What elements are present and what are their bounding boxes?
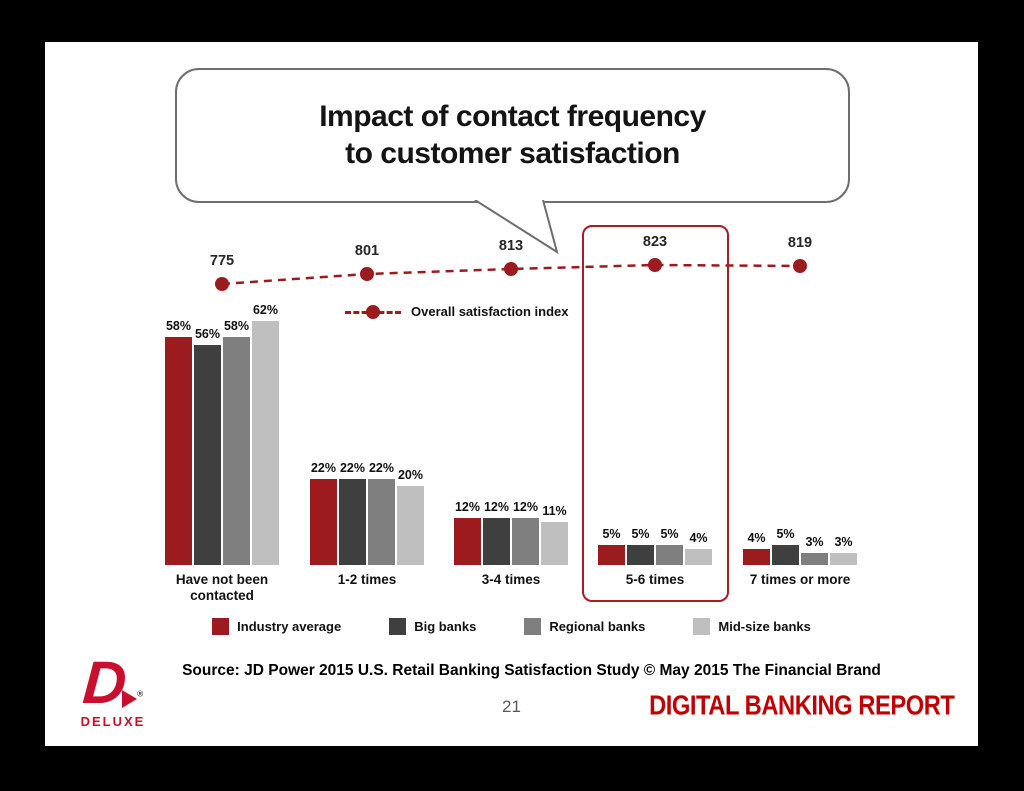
bar bbox=[368, 479, 395, 565]
bar-value-label: 5% bbox=[776, 527, 795, 541]
satisfaction-value-label: 823 bbox=[642, 234, 668, 250]
line-dot bbox=[648, 258, 662, 272]
category-label: 7 times or more bbox=[749, 572, 851, 587]
bar-value-label: 3% bbox=[834, 535, 853, 549]
dashed-line-icon bbox=[345, 304, 401, 319]
line-dot bbox=[360, 267, 374, 281]
bar bbox=[194, 345, 221, 565]
bar-value-label: 22% bbox=[368, 461, 395, 475]
legend-swatch bbox=[524, 618, 542, 635]
bar bbox=[743, 549, 770, 565]
bar bbox=[165, 337, 192, 565]
bar bbox=[598, 545, 625, 565]
bar-value-label: 5% bbox=[660, 527, 679, 541]
bar-value-label: 12% bbox=[483, 500, 510, 514]
category-label: 1-2 times bbox=[337, 572, 397, 587]
bar-value-label: 5% bbox=[602, 527, 621, 541]
legend-label: Big banks bbox=[414, 619, 477, 634]
source-text: Source: JD Power 2015 U.S. Retail Bankin… bbox=[182, 662, 881, 679]
title-callout: Impact of contact frequency to customer … bbox=[175, 68, 850, 203]
line-dot bbox=[504, 262, 518, 276]
legend-label: Industry average bbox=[237, 619, 342, 634]
slide-title-line2: to customer satisfaction bbox=[345, 136, 680, 170]
legend-swatch bbox=[212, 618, 230, 635]
bar bbox=[685, 549, 712, 565]
legend-item: Big banks bbox=[389, 618, 476, 635]
bar bbox=[830, 553, 857, 565]
bar-value-label: 22% bbox=[339, 461, 366, 475]
bar-value-label: 58% bbox=[165, 319, 192, 333]
satisfaction-value-label: 775 bbox=[209, 253, 235, 269]
bar bbox=[541, 522, 568, 565]
line-legend: Overall satisfaction index bbox=[345, 304, 569, 319]
dot-icon bbox=[366, 304, 380, 319]
bar-value-label: 3% bbox=[805, 535, 824, 549]
satisfaction-value-label: 801 bbox=[354, 243, 380, 259]
bar-chart: 58% 56% 58% 62% Have not been contacted 22% 22… bbox=[45, 42, 978, 746]
bar bbox=[512, 518, 539, 565]
slide: Impact of contact frequency to customer … bbox=[45, 42, 978, 746]
bar bbox=[454, 518, 481, 565]
legend-label: Regional banks bbox=[549, 619, 646, 634]
bar bbox=[339, 479, 366, 565]
bar bbox=[772, 545, 799, 565]
deluxe-logo: D ® DELUXE bbox=[73, 649, 153, 729]
category-label: Have not been contacted bbox=[175, 572, 269, 603]
legend-swatch bbox=[389, 618, 407, 635]
slide-title-line1: Impact of contact frequency bbox=[319, 99, 706, 133]
category-label: 5-6 times bbox=[625, 572, 685, 587]
callout-tail bbox=[474, 200, 559, 255]
legend-swatch bbox=[693, 618, 711, 635]
legend-label: Mid-size banks bbox=[718, 619, 811, 634]
brand-footer: DIGITAL BANKING REPORT bbox=[648, 690, 955, 722]
series-legend: Industry average Big banks Regional banks M… bbox=[45, 618, 978, 635]
line-legend-label: Overall satisfaction index bbox=[411, 304, 569, 319]
bar bbox=[252, 321, 279, 565]
deluxe-swoosh-icon bbox=[122, 689, 138, 708]
registered-mark: ® bbox=[137, 689, 144, 699]
bar bbox=[223, 337, 250, 565]
bar-value-label: 4% bbox=[689, 531, 708, 545]
bar-value-label: 22% bbox=[310, 461, 337, 475]
bar bbox=[483, 518, 510, 565]
line-dot bbox=[215, 277, 229, 291]
bar-value-label: 11% bbox=[542, 504, 567, 518]
line-dot bbox=[793, 259, 807, 273]
bar-value-label: 4% bbox=[747, 531, 766, 545]
legend-item: Mid-size banks bbox=[693, 618, 811, 635]
satisfaction-value-label: 819 bbox=[787, 235, 813, 251]
legend-item: Industry average bbox=[212, 618, 341, 635]
bar-value-label: 20% bbox=[397, 468, 424, 482]
bar-value-label: 12% bbox=[454, 500, 481, 514]
category-label: 3-4 times bbox=[481, 572, 541, 587]
legend-item: Regional banks bbox=[524, 618, 645, 635]
bar bbox=[656, 545, 683, 565]
bar-value-label: 56% bbox=[194, 327, 221, 341]
deluxe-d-mark: D ® bbox=[73, 649, 153, 716]
deluxe-d-letter: D bbox=[80, 649, 129, 716]
satisfaction-value-label: 813 bbox=[498, 238, 524, 254]
bar-value-label: 12% bbox=[512, 500, 539, 514]
bar-value-label: 58% bbox=[223, 319, 250, 333]
bar bbox=[801, 553, 828, 565]
deluxe-logo-text: DELUXE bbox=[80, 714, 146, 729]
page-number: 21 bbox=[502, 697, 521, 716]
bar bbox=[627, 545, 654, 565]
bar bbox=[397, 486, 424, 565]
bar-value-label: 62% bbox=[252, 303, 279, 317]
bar bbox=[310, 479, 337, 565]
bar-value-label: 5% bbox=[631, 527, 650, 541]
